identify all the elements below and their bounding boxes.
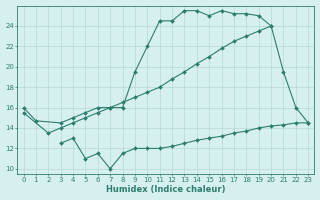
X-axis label: Humidex (Indice chaleur): Humidex (Indice chaleur) xyxy=(106,185,226,194)
